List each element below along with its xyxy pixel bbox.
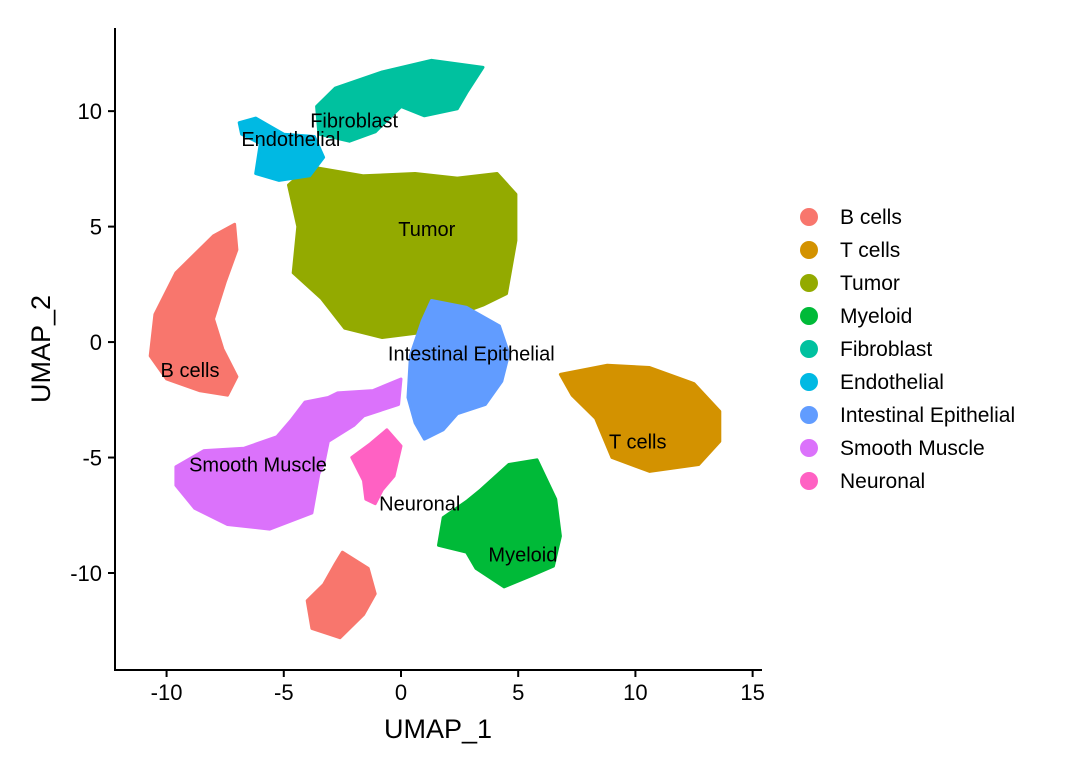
cluster-tumor-2	[287, 165, 518, 339]
x-axis-ticks: -10 -5 0 5 10 15	[151, 670, 765, 705]
cluster-label-b-cells: B cells	[161, 360, 220, 382]
cluster-label-tumor: Tumor	[398, 219, 455, 241]
legend-key-b-cells	[800, 208, 818, 226]
legend-key-endothelial	[800, 373, 818, 391]
legend-key-intestinal-epithelial	[800, 406, 818, 424]
cluster-endothelial-4	[237, 116, 326, 182]
cluster-label-smooth-muscle: Smooth Muscle	[189, 454, 327, 476]
cluster-layer	[148, 58, 722, 640]
x-tick-label: -5	[274, 680, 294, 705]
cluster-label-fibroblast: Fibroblast	[310, 110, 398, 132]
cluster-b-cells-0	[148, 222, 239, 397]
legend-label-fibroblast: Fibroblast	[840, 338, 932, 361]
cluster-fibroblast-3	[315, 58, 485, 143]
y-tick-label: 0	[90, 330, 102, 355]
y-tick-label: -5	[82, 446, 102, 471]
y-tick-label: -10	[70, 561, 102, 586]
legend-key-tumor	[800, 274, 818, 292]
cluster-myeloid-9	[437, 458, 562, 589]
y-axis-ticks: -10 -5 0 5 10	[70, 99, 115, 586]
legend-key-fibroblast	[800, 340, 818, 358]
cluster-b-cells-1	[305, 550, 377, 640]
legend-label-b-cells: B cells	[840, 206, 902, 229]
y-axis-title: UMAP_2	[26, 295, 56, 403]
x-tick-label: 15	[740, 680, 764, 705]
cluster-label-t-cells: T cells	[609, 431, 666, 453]
cluster-smooth-muscle-7	[174, 377, 403, 531]
cluster-label-myeloid: Myeloid	[488, 545, 557, 567]
cluster-label-neuronal: Neuronal	[379, 494, 460, 516]
legend: B cells T cells Tumor Myeloid Fibroblast Endo…	[800, 206, 1015, 493]
cluster-label-intestinal-epithelial: Intestinal Epithelial	[388, 344, 555, 366]
legend-key-myeloid	[800, 307, 818, 325]
x-tick-label: 5	[512, 680, 524, 705]
y-tick-label: 5	[90, 215, 102, 240]
cluster-intestinal-epithelial-5	[406, 299, 511, 441]
legend-key-smooth-muscle	[800, 439, 818, 457]
legend-label-tumor: Tumor	[840, 272, 900, 295]
cluster-neuronal-8	[350, 428, 403, 506]
x-axis-title: UMAP_1	[384, 714, 492, 744]
legend-label-smooth-muscle: Smooth Muscle	[840, 437, 985, 460]
legend-label-neuronal: Neuronal	[840, 470, 925, 493]
legend-label-t-cells: T cells	[840, 239, 900, 262]
legend-label-myeloid: Myeloid	[840, 305, 912, 328]
cluster-t-cells-6	[558, 363, 722, 473]
y-tick-label: 10	[78, 99, 102, 124]
x-tick-label: -10	[151, 680, 183, 705]
legend-label-endothelial: Endothelial	[840, 371, 944, 394]
x-tick-label: 0	[395, 680, 407, 705]
cluster-label-endothelial: Endothelial	[241, 129, 340, 151]
legend-key-t-cells	[800, 241, 818, 259]
legend-label-intestinal-epithelial: Intestinal Epithelial	[840, 404, 1015, 427]
x-tick-label: 10	[623, 680, 647, 705]
legend-key-neuronal	[800, 472, 818, 490]
